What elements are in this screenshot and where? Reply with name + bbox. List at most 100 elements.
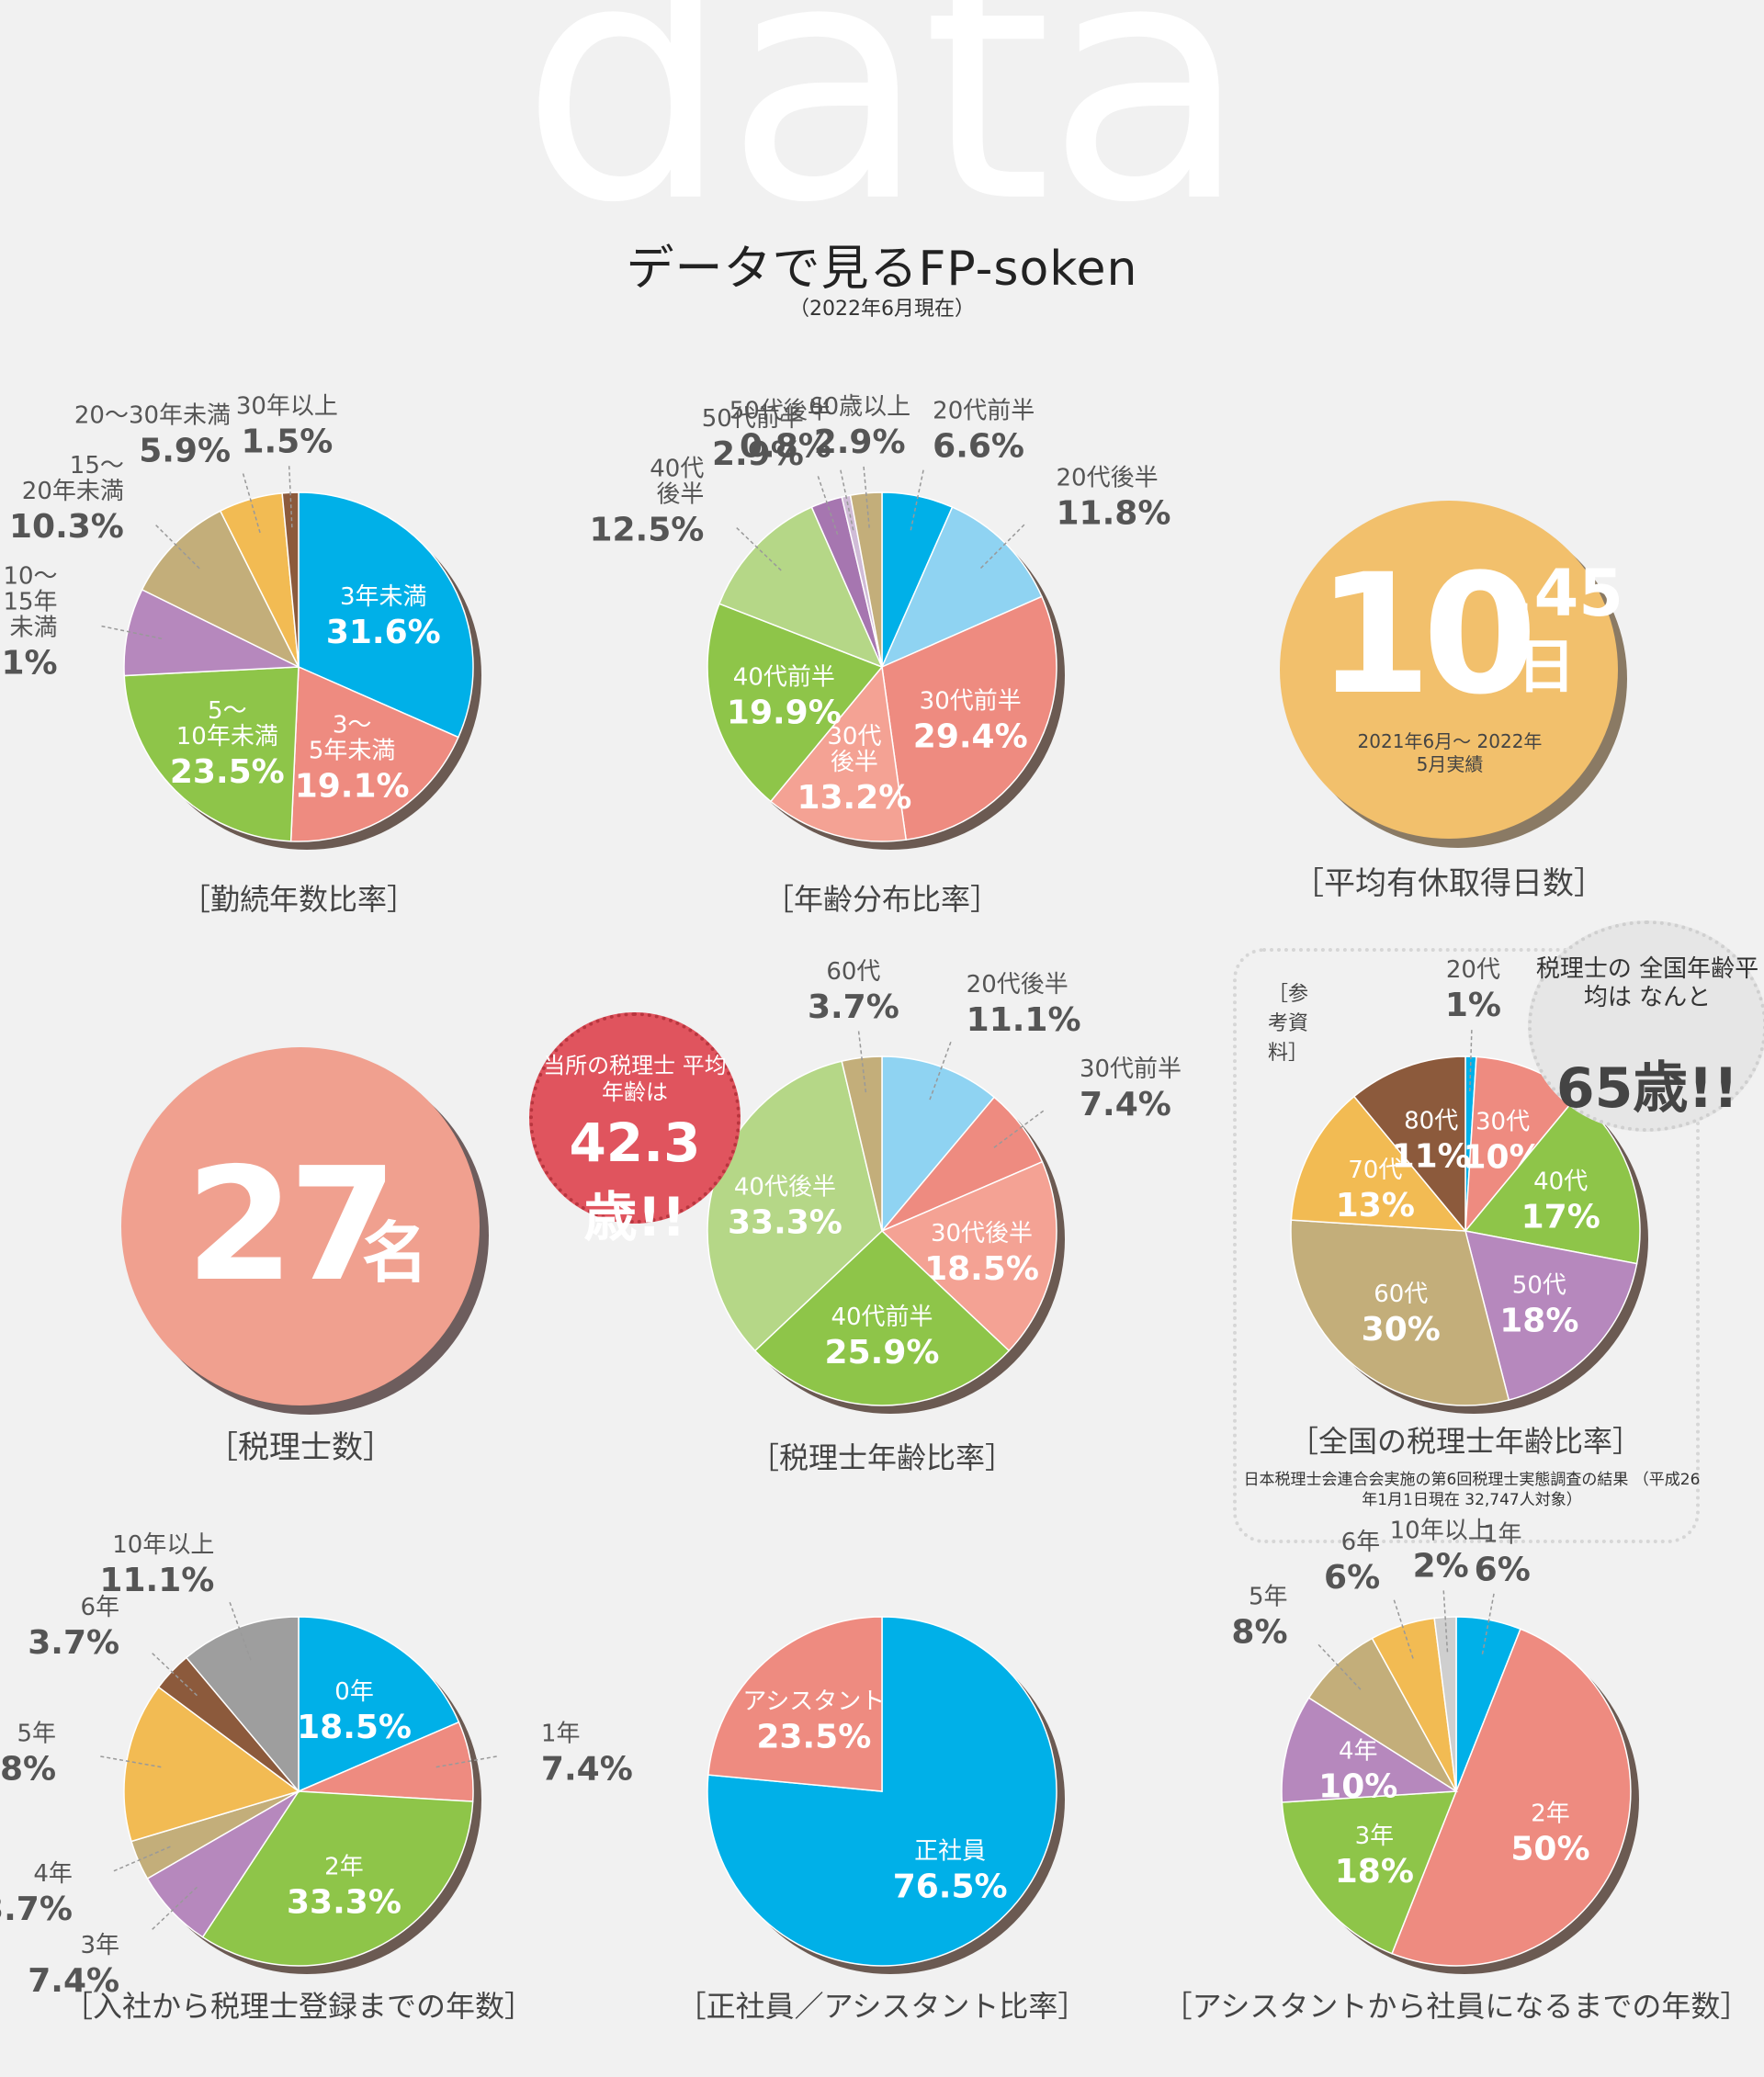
slice-label: 4年 — [33, 1860, 73, 1888]
paid-leave-period: 2021年6月〜 2022年5月実績 — [1357, 730, 1543, 775]
survey-note: 日本税理士会連合会実施の第6回税理士実態調査の結果 （平成26年1月1日現在 3… — [1243, 1471, 1701, 1510]
slice-value-label: 30% — [1362, 1311, 1441, 1349]
slice-label: 50代後半 — [729, 398, 831, 425]
slice-label: 70代 — [1348, 1157, 1402, 1184]
slice-value-label: 2% — [1413, 1548, 1469, 1586]
slice-value-label: 33.3% — [728, 1203, 842, 1241]
slice-value-label: 6% — [1475, 1552, 1531, 1589]
slice-label: アシスタント — [742, 1688, 885, 1715]
leader-line — [929, 1041, 952, 1101]
slice-label: 1年 — [1483, 1521, 1522, 1549]
pie-slice — [298, 491, 474, 739]
slice-label: 5年 — [1249, 1584, 1288, 1611]
tax-accountant-count-unit: 名 — [362, 1214, 429, 1292]
pie-slice — [1290, 1095, 1467, 1232]
average-age-value: 42.3歳!! — [569, 1112, 701, 1248]
slice-label: 80代 — [1404, 1107, 1458, 1134]
leader-line — [979, 523, 1026, 570]
slice-label: 20代前半 — [933, 398, 1035, 425]
slice-value-label: 29.4% — [913, 718, 1028, 756]
leader-line — [857, 1030, 867, 1093]
national-average-badge: 税理士の 全国年齢平均は なんと 65歳!! — [1528, 920, 1764, 1132]
leader-line — [863, 465, 870, 528]
slice-label: 40代 — [650, 456, 704, 483]
slice-label: 1年 — [541, 1720, 581, 1747]
leader-line — [1469, 1029, 1473, 1092]
slice-label: 30代前半 — [920, 688, 1022, 716]
slice-label: 未満 — [10, 615, 58, 642]
leader-line — [242, 472, 261, 534]
slice-value-label: 5.9% — [139, 432, 231, 469]
slice-label: 0年 — [334, 1678, 374, 1706]
slice-label: 3〜 — [333, 712, 372, 739]
slice-label: 10年以上 — [1390, 1518, 1492, 1545]
leader-line — [1481, 1592, 1495, 1654]
slice-label: 3年 — [81, 1932, 120, 1959]
slice-label: 30代 — [1476, 1109, 1530, 1136]
tax-accountant-count-caption: ［税理士数］ — [207, 1429, 394, 1466]
slice-label: 3年 — [1355, 1823, 1395, 1850]
leader-line — [817, 475, 839, 536]
pie-slice — [1464, 1230, 1638, 1401]
pie-age_distribution: 20代前半6.6%20代後半11.8%30代前半29.4%30代後半13.2%4… — [589, 393, 1170, 917]
leader-line — [1317, 1643, 1362, 1690]
slice-label: 30年以上 — [236, 392, 338, 420]
chart-title: ［勤続年数比率］ — [181, 882, 416, 917]
leader-line — [839, 468, 854, 531]
leader-line — [1442, 1589, 1449, 1653]
slice-label: 6年 — [1341, 1529, 1381, 1556]
slice-value-label: 1.5% — [241, 423, 333, 460]
leader-line — [229, 1601, 252, 1661]
tax-accountant-count-number: 27 — [186, 1134, 398, 1316]
slice-label: 20〜30年未満 — [74, 401, 231, 429]
pie-national_age: 20代1%30代10%40代17%50代18%60代30%70代13%80代11… — [1289, 956, 1648, 1459]
slice-value-label: 6.6% — [933, 428, 1024, 466]
reference-label: ［参考資料］ — [1268, 983, 1309, 1065]
slice-value-label: 19.9% — [727, 694, 842, 732]
leader-line — [910, 468, 925, 531]
slice-label: 40代 — [1533, 1168, 1588, 1196]
pie-slice — [1290, 1219, 1510, 1406]
slice-value-label: 11.1% — [967, 1001, 1081, 1039]
hero-word: data — [520, 0, 1250, 275]
slice-value-label: 25.9% — [825, 1334, 940, 1371]
slice-value-label: 7.4% — [1080, 1086, 1171, 1123]
pie-years_to_registration: 0年 18.5% 1年 7.4% 2年 33.3% 3年 7.4% 4年 3.7% 5年 14.8% 6… — [0, 1531, 633, 2024]
slice-label: 5〜 — [208, 697, 247, 725]
slice-label: 20年未満 — [22, 478, 124, 505]
slice-label: 60代 — [826, 958, 880, 986]
pie-slice — [881, 595, 1057, 841]
slice-value-label: 8.1% — [0, 645, 58, 683]
slice-label: 15〜 — [70, 452, 124, 480]
slice-label: 20代後半 — [967, 971, 1069, 999]
slice-label: 30代 — [827, 723, 881, 751]
slice-value-label: 3.7% — [28, 1624, 119, 1662]
slice-value-label: 14.8% — [0, 1750, 56, 1788]
pie-slice — [289, 665, 459, 842]
leader-line — [993, 1110, 1045, 1148]
pie-slice — [707, 1616, 883, 1792]
average-age-text: 当所の税理士 平均年齢は — [543, 1053, 727, 1105]
slice-value-label: 10% — [1318, 1768, 1397, 1806]
slice-value-label: 76.5% — [893, 1868, 1008, 1906]
slice-label: 15年 — [3, 589, 57, 616]
slice-value-label: 6% — [1324, 1559, 1380, 1597]
national-average-value: 65歳!! — [1555, 1056, 1739, 1121]
slice-label: 30代前半 — [1080, 1055, 1182, 1083]
pie-slice — [707, 603, 884, 803]
slice-value-label: 2.9% — [814, 423, 906, 461]
leader-line — [288, 465, 293, 528]
pie-slice — [880, 1160, 1057, 1352]
slice-label: 30代後半 — [931, 1220, 1033, 1247]
leader-line — [99, 1755, 162, 1768]
slice-label: 5年未満 — [309, 738, 396, 765]
pie-slice — [1281, 1697, 1459, 1803]
slice-value-label: 3.7% — [808, 988, 899, 1026]
average-age-badge: 当所の税理士 平均年齢は 42.3歳!! — [529, 1012, 741, 1248]
chart-title: ［入社から税理士登録までの年数］ — [63, 1989, 534, 2024]
slice-value-label: 17% — [1521, 1199, 1600, 1236]
